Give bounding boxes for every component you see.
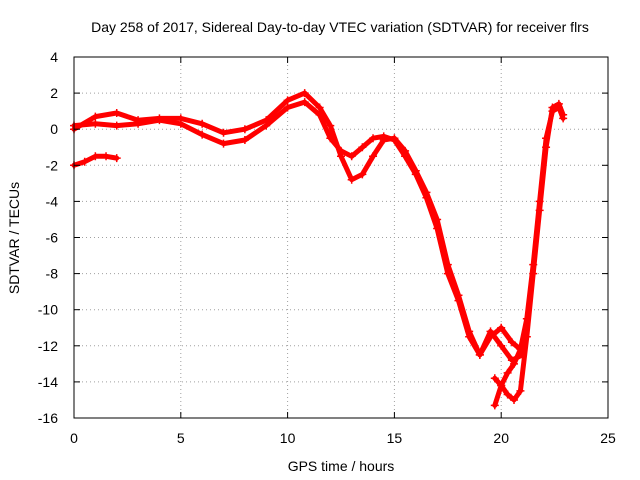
y-tick-label: -10 [38, 302, 58, 318]
tick-layer: 0 5 10 15 20 25 -16 -14 -12 -10 -8 -6 -4 -2 0 2 4 [38, 49, 616, 446]
data-point [300, 89, 309, 98]
data-point [433, 215, 442, 224]
x-tick-label: 10 [280, 430, 296, 446]
data-point [465, 327, 474, 336]
data-point [379, 136, 388, 145]
data-point [358, 170, 367, 179]
series-late-dip-b [490, 99, 568, 404]
data-point [300, 98, 309, 107]
data-point [535, 206, 544, 215]
data-point [559, 110, 568, 119]
data-point [497, 381, 506, 390]
x-tick-label: 20 [493, 430, 509, 446]
data-point [490, 401, 499, 410]
data-point [443, 260, 452, 269]
data-point [554, 99, 563, 108]
y-axis-label: SDTVAR / TECUs [6, 182, 22, 294]
data-point [91, 112, 100, 121]
data-point [315, 103, 324, 112]
series-line [492, 105, 566, 408]
data-point [198, 130, 207, 139]
data-point [390, 134, 399, 143]
data-point [112, 121, 121, 130]
y-tick-label: -12 [38, 338, 58, 354]
data-point [503, 390, 512, 399]
x-tick-label: 25 [600, 430, 616, 446]
data-point [326, 121, 335, 130]
series-late-dip-a [490, 103, 568, 410]
x-tick-label: 5 [177, 430, 185, 446]
series-line [71, 90, 526, 358]
data-point [347, 175, 356, 184]
data-point [411, 166, 420, 175]
y-tick-label: -2 [46, 157, 59, 173]
data-point [134, 116, 143, 125]
data-point [283, 103, 292, 112]
data-point [347, 152, 356, 161]
data-point [507, 338, 516, 347]
data-point [486, 332, 495, 341]
series-morning-fragment [70, 152, 121, 170]
data-point [262, 116, 271, 125]
data-point [490, 374, 499, 383]
y-tick-label: -8 [46, 266, 59, 282]
chart-title: Day 258 of 2017, Sidereal Day-to-day VTE… [91, 19, 589, 35]
data-point [369, 134, 378, 143]
series-layer [70, 89, 568, 410]
data-point [155, 114, 164, 123]
series-main-track-a [70, 98, 527, 365]
y-tick-label: -16 [38, 410, 58, 426]
data-point [422, 188, 431, 197]
data-point [112, 108, 121, 117]
data-point [219, 139, 228, 148]
series-line [492, 101, 566, 403]
data-point [503, 368, 512, 377]
data-point [510, 359, 519, 368]
x-tick-label: 15 [387, 430, 403, 446]
data-point [112, 154, 121, 163]
data-point [358, 143, 367, 152]
data-point [283, 96, 292, 105]
data-point [516, 386, 525, 395]
series-line [71, 99, 526, 363]
y-tick-label: -4 [46, 193, 59, 209]
x-tick-label: 0 [70, 430, 78, 446]
data-point [454, 291, 463, 300]
data-point [102, 152, 111, 161]
data-point [176, 114, 185, 123]
data-point [510, 395, 519, 404]
data-point [548, 103, 557, 112]
data-point [497, 341, 506, 350]
x-axis-label: GPS time / hours [288, 458, 395, 474]
data-point [529, 269, 538, 278]
y-tick-label: -14 [38, 374, 58, 390]
data-point [522, 332, 531, 341]
y-tick-label: 2 [50, 85, 58, 101]
y-tick-label: 0 [50, 121, 58, 137]
data-point [542, 143, 551, 152]
data-point [219, 128, 228, 137]
y-tick-label: 4 [50, 49, 58, 65]
data-point [240, 125, 249, 134]
data-point [475, 350, 484, 359]
data-point [91, 119, 100, 128]
data-point [198, 119, 207, 128]
data-point [369, 152, 378, 161]
data-point [91, 152, 100, 161]
data-point [401, 146, 410, 155]
grid-layer [74, 57, 608, 418]
data-point [80, 157, 89, 166]
data-point [497, 323, 506, 332]
y-tick-label: -6 [46, 230, 59, 246]
data-point [240, 136, 249, 145]
data-point [337, 152, 345, 161]
